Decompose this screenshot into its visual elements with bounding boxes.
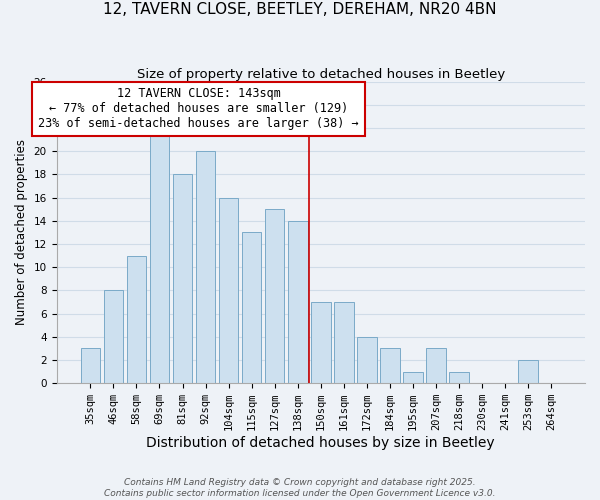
- Bar: [380, 348, 400, 383]
- Bar: [357, 337, 377, 383]
- Bar: [311, 302, 331, 383]
- Bar: [518, 360, 538, 383]
- Text: 12 TAVERN CLOSE: 143sqm
← 77% of detached houses are smaller (129)
23% of semi-d: 12 TAVERN CLOSE: 143sqm ← 77% of detache…: [38, 88, 359, 130]
- Bar: [403, 372, 423, 383]
- Title: Size of property relative to detached houses in Beetley: Size of property relative to detached ho…: [137, 68, 505, 80]
- Bar: [334, 302, 353, 383]
- Bar: [104, 290, 123, 383]
- Bar: [80, 348, 100, 383]
- Text: 12, TAVERN CLOSE, BEETLEY, DEREHAM, NR20 4BN: 12, TAVERN CLOSE, BEETLEY, DEREHAM, NR20…: [103, 2, 497, 18]
- Bar: [127, 256, 146, 383]
- Bar: [196, 152, 215, 383]
- Bar: [426, 348, 446, 383]
- Y-axis label: Number of detached properties: Number of detached properties: [15, 140, 28, 326]
- Bar: [288, 221, 308, 383]
- X-axis label: Distribution of detached houses by size in Beetley: Distribution of detached houses by size …: [146, 436, 495, 450]
- Text: Contains HM Land Registry data © Crown copyright and database right 2025.
Contai: Contains HM Land Registry data © Crown c…: [104, 478, 496, 498]
- Bar: [173, 174, 193, 383]
- Bar: [149, 128, 169, 383]
- Bar: [219, 198, 238, 383]
- Bar: [449, 372, 469, 383]
- Bar: [265, 209, 284, 383]
- Bar: [242, 232, 262, 383]
